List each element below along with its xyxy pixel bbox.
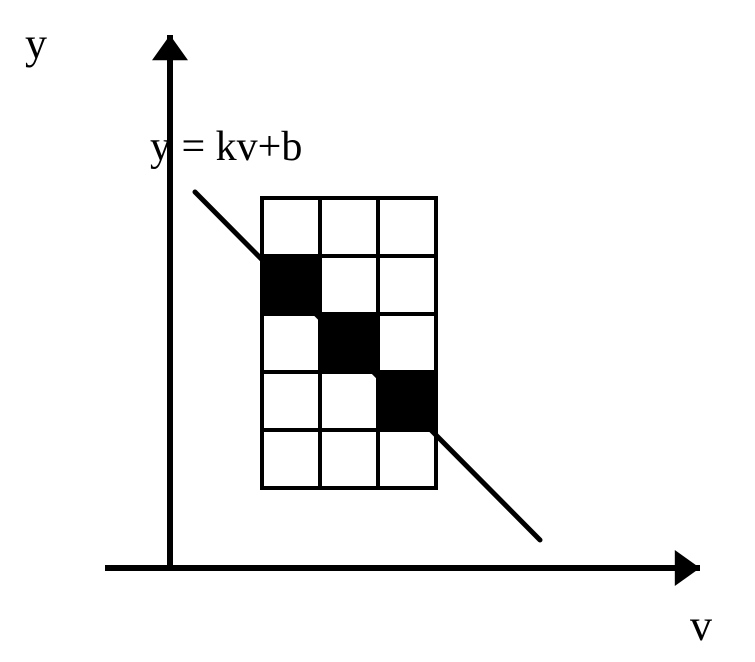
grid-cell (262, 372, 320, 430)
y-axis-label: y (25, 19, 47, 68)
grid-cell (320, 198, 378, 256)
grid-cell (320, 256, 378, 314)
grid-cell (378, 256, 436, 314)
grid-cell (262, 314, 320, 372)
grid-cell-filled (262, 256, 320, 314)
grid-cell (378, 198, 436, 256)
grid-cell (320, 372, 378, 430)
grid-cell-filled (378, 372, 436, 430)
x-axis-label: v (690, 601, 712, 650)
grid-cell (320, 430, 378, 488)
grid-cell (262, 198, 320, 256)
grid-cell (262, 430, 320, 488)
cell-grid (262, 198, 436, 488)
grid-cell-filled (320, 314, 378, 372)
grid-cell (378, 314, 436, 372)
grid-cell (378, 430, 436, 488)
equation-label: y = kv+b (150, 124, 302, 170)
diagram-canvas: v y y = kv+b (0, 0, 755, 662)
